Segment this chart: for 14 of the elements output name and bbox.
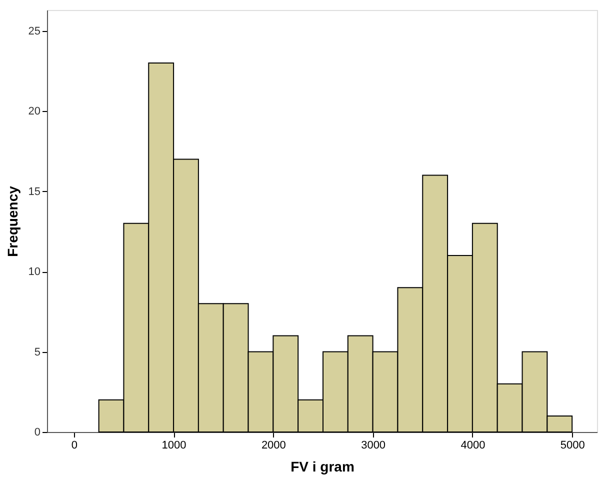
- y-tick-label: 0: [34, 426, 40, 438]
- x-tick-label: 5000: [560, 440, 585, 452]
- x-tick-label: 2000: [261, 440, 286, 452]
- x-axis-title: FV i gram: [290, 458, 354, 474]
- x-tick-label: 0: [71, 440, 78, 452]
- y-tick-label: 20: [28, 106, 40, 118]
- y-axis-title: Frequency: [4, 186, 20, 257]
- y-tick-label: 15: [28, 186, 40, 198]
- x-tick-label: 1000: [162, 440, 186, 452]
- y-tick-label: 5: [34, 346, 40, 358]
- y-tick-label: 10: [28, 266, 40, 278]
- x-tick-label: 3000: [361, 440, 386, 452]
- x-tick-label: 4000: [460, 440, 486, 452]
- y-tick-label: 25: [28, 25, 40, 38]
